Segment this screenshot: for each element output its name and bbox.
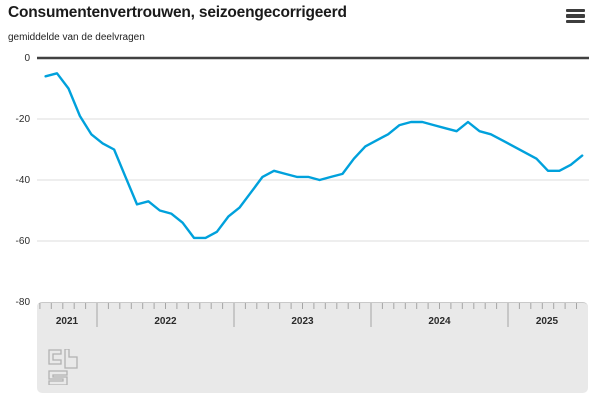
y-tick-label: -40 — [15, 174, 30, 186]
data-line-consumentenvertrouwen — [44, 72, 584, 240]
hamburger-icon — [566, 9, 585, 13]
cbs-logo-icon — [48, 349, 78, 385]
x-axis-panel: 2021 2022 2023 2024 2025 — [37, 302, 588, 393]
hamburger-icon — [566, 19, 585, 23]
chart-title: Consumentenvertrouwen, seizoengecorrigee… — [8, 4, 347, 21]
x-axis-year-label: 2022 — [154, 316, 177, 327]
y-tick-label: 0 — [24, 52, 30, 64]
x-axis-year-label: 2024 — [428, 316, 451, 327]
chart-subtitle: gemiddelde van de deelvragen — [8, 32, 145, 43]
x-axis-year-label: 2021 — [55, 316, 79, 327]
x-axis-year-label: 2023 — [291, 316, 314, 327]
y-tick-label: -20 — [15, 113, 30, 125]
hamburger-icon — [566, 14, 585, 18]
y-tick-label: -80 — [15, 296, 30, 308]
y-tick-label: -60 — [15, 235, 30, 247]
x-axis-ticks — [39, 303, 577, 327]
chart-menu-button[interactable] — [566, 7, 586, 25]
x-axis-year-label: 2025 — [535, 316, 559, 327]
